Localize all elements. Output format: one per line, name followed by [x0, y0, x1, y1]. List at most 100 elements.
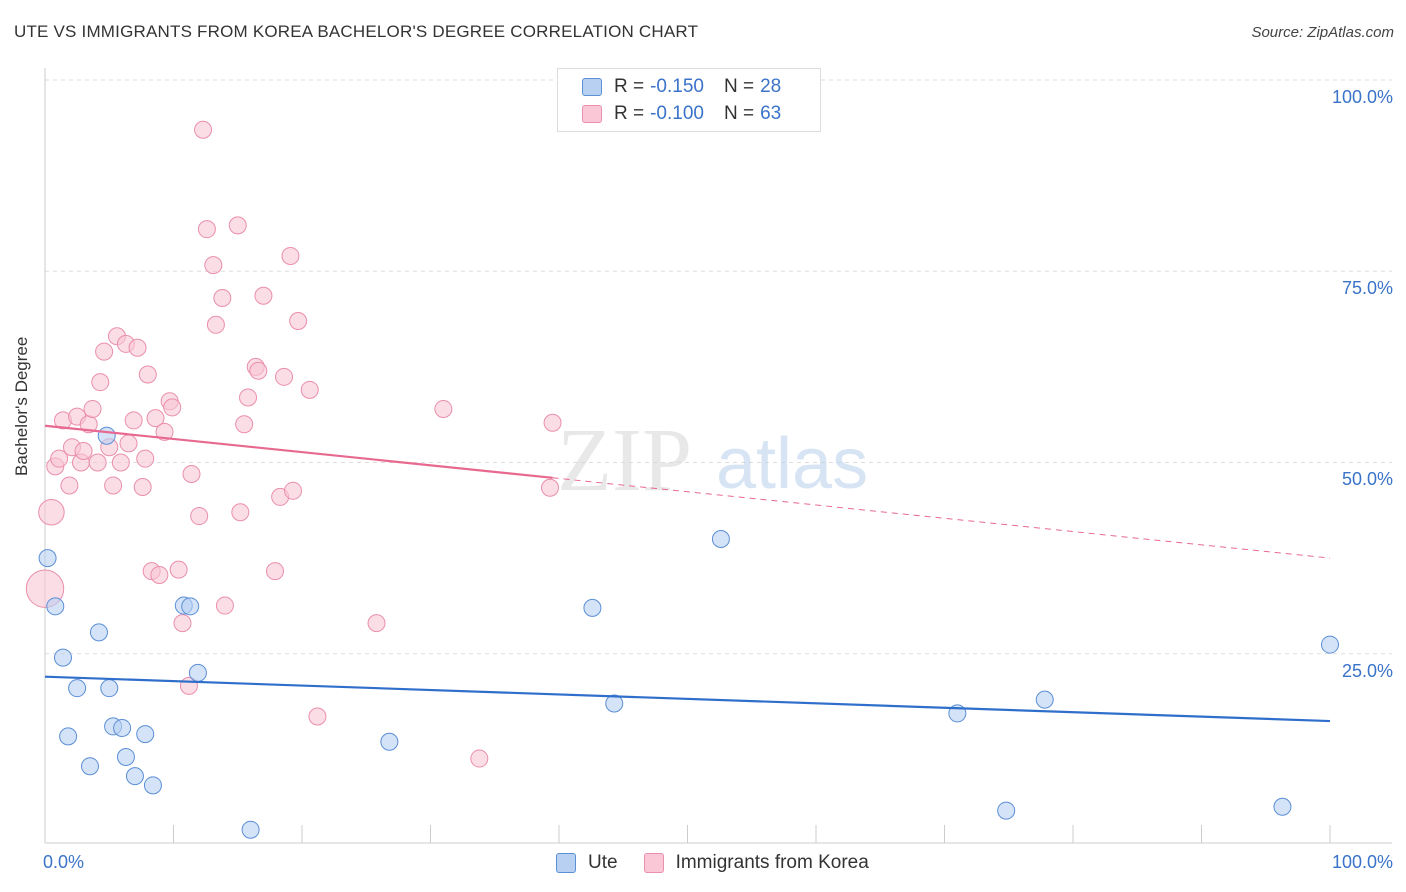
korea-point-32: [169, 560, 188, 579]
y-tick-label-50: 50.0%: [1341, 469, 1393, 489]
ute-point-5: [80, 757, 99, 776]
n-label: N =: [723, 76, 755, 97]
ute-point-11: [125, 767, 144, 786]
ute-point-27: [1321, 635, 1339, 654]
korea-point-55: [289, 311, 308, 330]
korea-point-25: [138, 365, 157, 384]
y-tick-label-100: 100.0%: [1331, 87, 1393, 107]
series-legend: Ute Immigrants from Korea: [556, 852, 895, 874]
ute-trend-line: [44, 675, 1331, 723]
korea-point-52: [275, 367, 294, 386]
ute-swatch: [556, 853, 576, 873]
y-tick-label-75: 75.0%: [1341, 278, 1393, 298]
korea-point-24: [136, 449, 155, 468]
korea-point-37: [194, 120, 213, 139]
korea-trend-line: [44, 424, 553, 479]
watermark-zip: ZIP: [557, 411, 692, 510]
legend-row-korea: R = -0.100 N = 63: [582, 102, 781, 126]
ute-point-20: [583, 598, 602, 617]
r-value: -0.150: [650, 76, 704, 97]
ute-swatch: [582, 78, 602, 96]
ute-point-6: [89, 623, 108, 642]
n-value: 28: [760, 76, 782, 97]
ute-point-19: [380, 732, 399, 751]
korea-point-48: [249, 361, 268, 380]
korea-point-60: [470, 749, 489, 768]
trend-layer: [44, 424, 1331, 723]
ute-point-25: [1035, 690, 1054, 709]
korea-point-36: [190, 507, 209, 526]
ute-point-15: [181, 597, 200, 616]
korea-point-5: [60, 476, 79, 495]
axis-layer: [44, 68, 1392, 844]
korea-point-29: [155, 422, 174, 441]
legend-item-ute[interactable]: Ute: [556, 852, 618, 874]
korea-point-1: [38, 498, 65, 526]
correlation-legend: R = -0.150 N = 28 R = -0.100 N = 63: [557, 68, 821, 132]
ute-point-26: [1273, 797, 1292, 816]
r-label: R =: [614, 103, 645, 124]
legend-label-ute: Ute: [588, 852, 618, 873]
korea-point-27: [146, 409, 165, 428]
chart-title: UTE VS IMMIGRANTS FROM KOREA BACHELOR'S …: [14, 22, 699, 41]
korea-point-3: [50, 449, 69, 468]
korea-point-16: [104, 476, 123, 495]
korea-point-39: [204, 256, 223, 275]
korea-point-41: [213, 289, 232, 308]
ute-point-13: [143, 776, 162, 795]
n-value: 63: [760, 103, 782, 124]
legend-item-korea[interactable]: Immigrants from Korea: [643, 852, 869, 874]
n-label: N =: [723, 103, 755, 124]
watermark: ZIP atlas: [557, 411, 868, 510]
korea-point-61: [541, 478, 560, 497]
ute-point-2: [53, 648, 72, 667]
legend-row-ute: R = -0.150 N = 28: [582, 75, 781, 99]
ute-point-1: [46, 597, 65, 616]
legend-label-korea: Immigrants from Korea: [675, 852, 869, 873]
korea-point-9: [74, 442, 93, 461]
korea-point-14: [95, 342, 114, 361]
korea-point-28: [150, 565, 169, 584]
korea-point-56: [300, 380, 319, 399]
korea-point-20: [119, 434, 138, 453]
korea-swatch: [643, 853, 664, 873]
r-label: R =: [614, 76, 645, 97]
korea-point-23: [133, 477, 152, 496]
korea-point-31: [163, 398, 182, 417]
y-tick-label-25: 25.0%: [1341, 661, 1393, 681]
watermark-atlas: atlas: [716, 424, 868, 504]
ute-point-16: [188, 663, 207, 682]
korea-point-35: [182, 464, 201, 483]
ute-point-22: [711, 530, 730, 548]
ute-point-17: [97, 426, 116, 445]
korea-point-46: [239, 388, 258, 407]
ute-point-7: [100, 679, 119, 698]
korea-point-33: [173, 614, 192, 633]
korea-point-49: [254, 286, 273, 305]
ute-point-24: [997, 801, 1016, 820]
korea-point-62: [543, 413, 562, 432]
korea-point-22: [128, 338, 147, 357]
korea-point-44: [231, 503, 250, 522]
r-value: -0.100: [650, 103, 704, 124]
korea-trend-extension: [552, 477, 1331, 559]
korea-swatch: [582, 105, 602, 123]
korea-point-53: [281, 246, 300, 265]
korea-point-40: [206, 315, 225, 334]
korea-point-54: [284, 481, 303, 500]
ute-point-3: [59, 727, 78, 746]
ute-point-9: [113, 718, 132, 737]
ute-point-12: [136, 725, 155, 744]
korea-point-18: [111, 453, 130, 472]
ute-point-0: [38, 549, 57, 568]
korea-point-38: [197, 220, 216, 239]
ute-point-4: [68, 679, 87, 698]
korea-point-58: [367, 614, 386, 633]
korea-point-21: [124, 411, 143, 430]
korea-point-13: [91, 373, 110, 392]
korea-point-12: [88, 453, 107, 472]
korea-point-11: [83, 399, 102, 418]
ute-point-18: [241, 820, 260, 839]
korea-point-57: [308, 707, 327, 726]
